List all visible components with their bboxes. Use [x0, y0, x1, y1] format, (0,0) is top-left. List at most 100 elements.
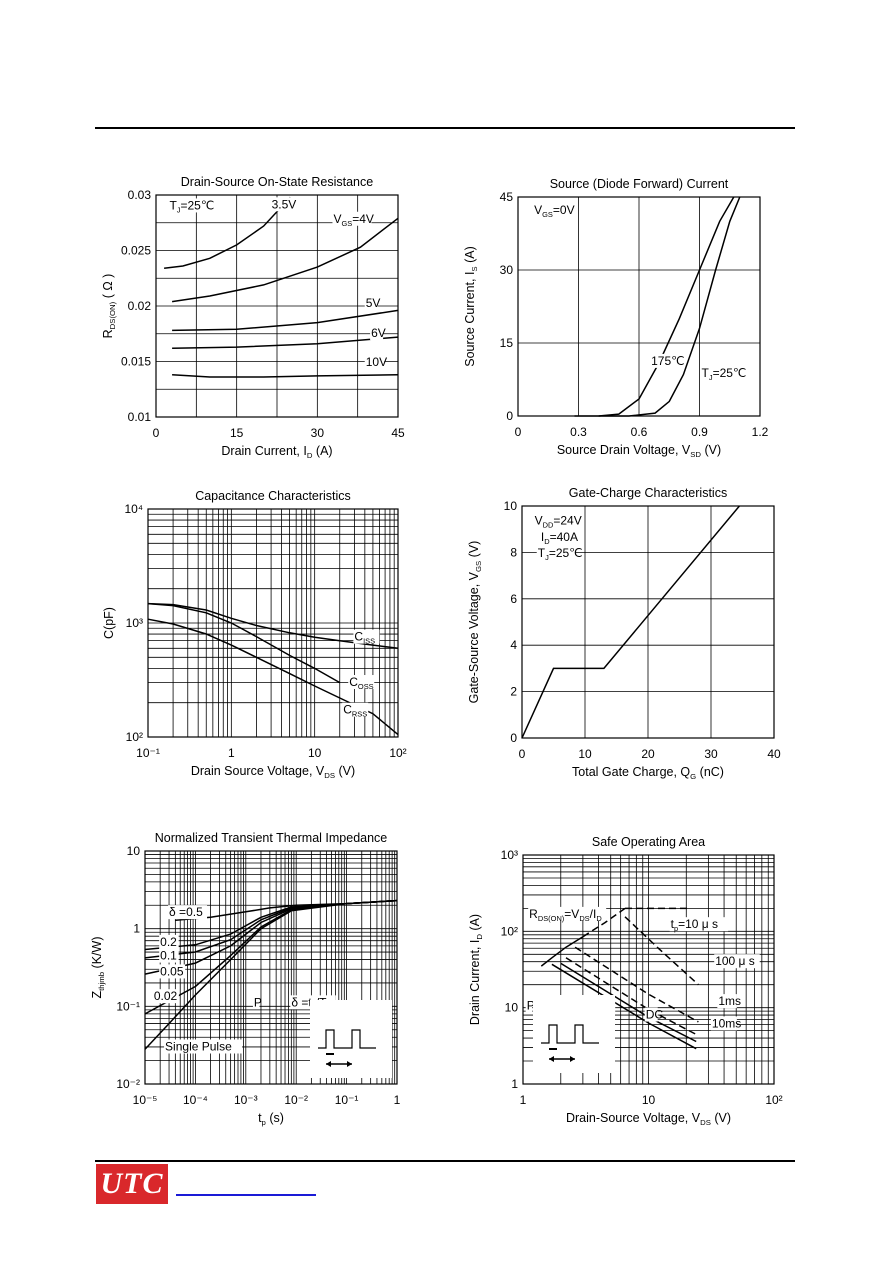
- annotation-bg: [700, 366, 740, 381]
- pulse-diagram-bg: [533, 995, 615, 1073]
- pulse-waveform: [541, 1024, 599, 1044]
- annotation-i-40a: ID=40A: [541, 530, 578, 546]
- annotation-p: P: [527, 998, 535, 1012]
- series-t: [624, 916, 699, 986]
- y-tick-label: 30: [500, 263, 514, 277]
- y-tick-label: 0.015: [121, 355, 151, 369]
- annotation-c: CRSS: [343, 703, 367, 719]
- annotation-3-5v: 3.5V: [272, 197, 297, 211]
- x-tick-label: 1: [520, 1093, 527, 1107]
- x-tick-label: 0.6: [631, 425, 648, 439]
- pulse-diagram-bg: [310, 1000, 392, 1078]
- x-axis-label: Drain-Source Voltage, VDS (V): [566, 1111, 731, 1127]
- annotation-bg: [270, 197, 297, 212]
- annotation-bg: [159, 948, 179, 963]
- y-tick-label: 10³: [126, 616, 143, 630]
- pulse-diagram: [533, 995, 615, 1073]
- series-r: [582, 907, 626, 938]
- y-tick-label: 0.025: [121, 244, 151, 258]
- x-tick-label: 0: [153, 426, 160, 440]
- y-tick-label: 0.01: [128, 410, 152, 424]
- series-group: [144, 899, 398, 1050]
- x-axis-label: tp (s): [258, 1111, 284, 1127]
- y-tick-label: 10: [504, 499, 518, 513]
- y-tick-label: 0: [506, 409, 513, 423]
- y-tick-label: 2: [510, 685, 517, 699]
- annotation-bg: [644, 1007, 658, 1022]
- x-tick-label: 30: [704, 747, 718, 761]
- arrow-head-right: [570, 1056, 575, 1062]
- plot-frame: [521, 505, 775, 739]
- x-tick-label: 1.2: [752, 425, 769, 439]
- annotation-10v: 10V: [366, 355, 387, 369]
- x-tick-label: 40: [767, 747, 781, 761]
- annotation-bg: [533, 513, 580, 528]
- chart-title: Drain-Source On-State Resistance: [181, 175, 373, 189]
- annotation-100-s: 100 μ s: [715, 954, 755, 968]
- annotation-bg: [168, 198, 208, 213]
- x-tick-label: 10: [642, 1093, 656, 1107]
- y-tick-label: 0.03: [128, 188, 152, 202]
- series-v: [521, 505, 740, 739]
- annotation-bg: [714, 954, 760, 969]
- grid: [155, 194, 399, 418]
- chart-title: Capacitance Characteristics: [195, 489, 351, 503]
- annotation-t-10-s: tp=10 μ s: [671, 917, 718, 933]
- y-tick-label: 4: [510, 638, 517, 652]
- series-v: [171, 217, 399, 303]
- series-3-5v: [164, 196, 291, 270]
- website-link-underline[interactable]: [176, 1194, 316, 1196]
- annotation-bg: [650, 353, 677, 368]
- annotation-v-4v: VGS=4V: [333, 212, 373, 228]
- y-tick-label: 0.02: [128, 299, 152, 313]
- x-tick-label: 0.9: [691, 425, 708, 439]
- y-tick-label: 10⁴: [124, 502, 143, 516]
- annotation-bg: [152, 989, 179, 1004]
- annotation-bg: [710, 1016, 737, 1031]
- x-tick-label: 20: [641, 747, 655, 761]
- x-tick-label: 10⁻¹: [136, 746, 160, 760]
- y-tick-label: 8: [510, 545, 517, 559]
- annotation-t-25: TJ=25℃: [169, 198, 214, 214]
- x-tick-label: 10: [308, 746, 322, 760]
- plot-frame: [155, 194, 399, 418]
- plot-frame: [522, 854, 775, 1085]
- y-tick-label: 0: [510, 731, 517, 745]
- annotation-bg: [164, 1039, 243, 1054]
- series-single-pulse: [144, 899, 398, 1050]
- series-10v: [172, 374, 399, 378]
- x-tick-label: 0: [515, 425, 522, 439]
- annotation-t-25: TJ=25℃: [702, 366, 747, 382]
- y-axis-label: RDS(ON) ( Ω ): [101, 274, 117, 339]
- x-tick-label: 10⁻¹: [335, 1093, 359, 1107]
- y-tick-label: 10⁻¹: [116, 999, 140, 1013]
- chart-title: Normalized Transient Thermal Impedance: [155, 831, 388, 845]
- annotation-bg: [348, 675, 375, 690]
- x-tick-label: 10²: [765, 1093, 782, 1107]
- annotation-10ms: 10ms: [712, 1016, 741, 1030]
- x-tick-label: 45: [391, 426, 405, 440]
- annotation-c: CISS: [354, 630, 375, 646]
- annotation-0-5: δ =0.5: [169, 905, 203, 919]
- y-axis-label: Source Current, IS (A): [463, 246, 479, 367]
- y-axis-label: Gate-Source Voltage, VGS (V): [467, 541, 483, 704]
- x-tick-label: 1: [228, 746, 235, 760]
- annotation-bg: [525, 998, 533, 1013]
- x-axis-label: Drain Source Voltage, VDS (V): [191, 764, 355, 780]
- x-tick-label: 0.3: [570, 425, 587, 439]
- bottom-rule: [95, 1160, 795, 1162]
- y-axis-label: Zthjmb (K/W): [90, 936, 106, 998]
- utc-logo: UTC: [96, 1164, 168, 1204]
- annotation-bg: [159, 934, 179, 949]
- series-coss: [147, 602, 341, 684]
- annotation-bg: [364, 296, 378, 311]
- x-tick-label: 10⁻²: [284, 1093, 308, 1107]
- annotation-c: COSS: [349, 675, 373, 691]
- y-tick-label: 15: [500, 336, 514, 350]
- series-t: [598, 196, 741, 417]
- annotation-bg: [332, 211, 372, 226]
